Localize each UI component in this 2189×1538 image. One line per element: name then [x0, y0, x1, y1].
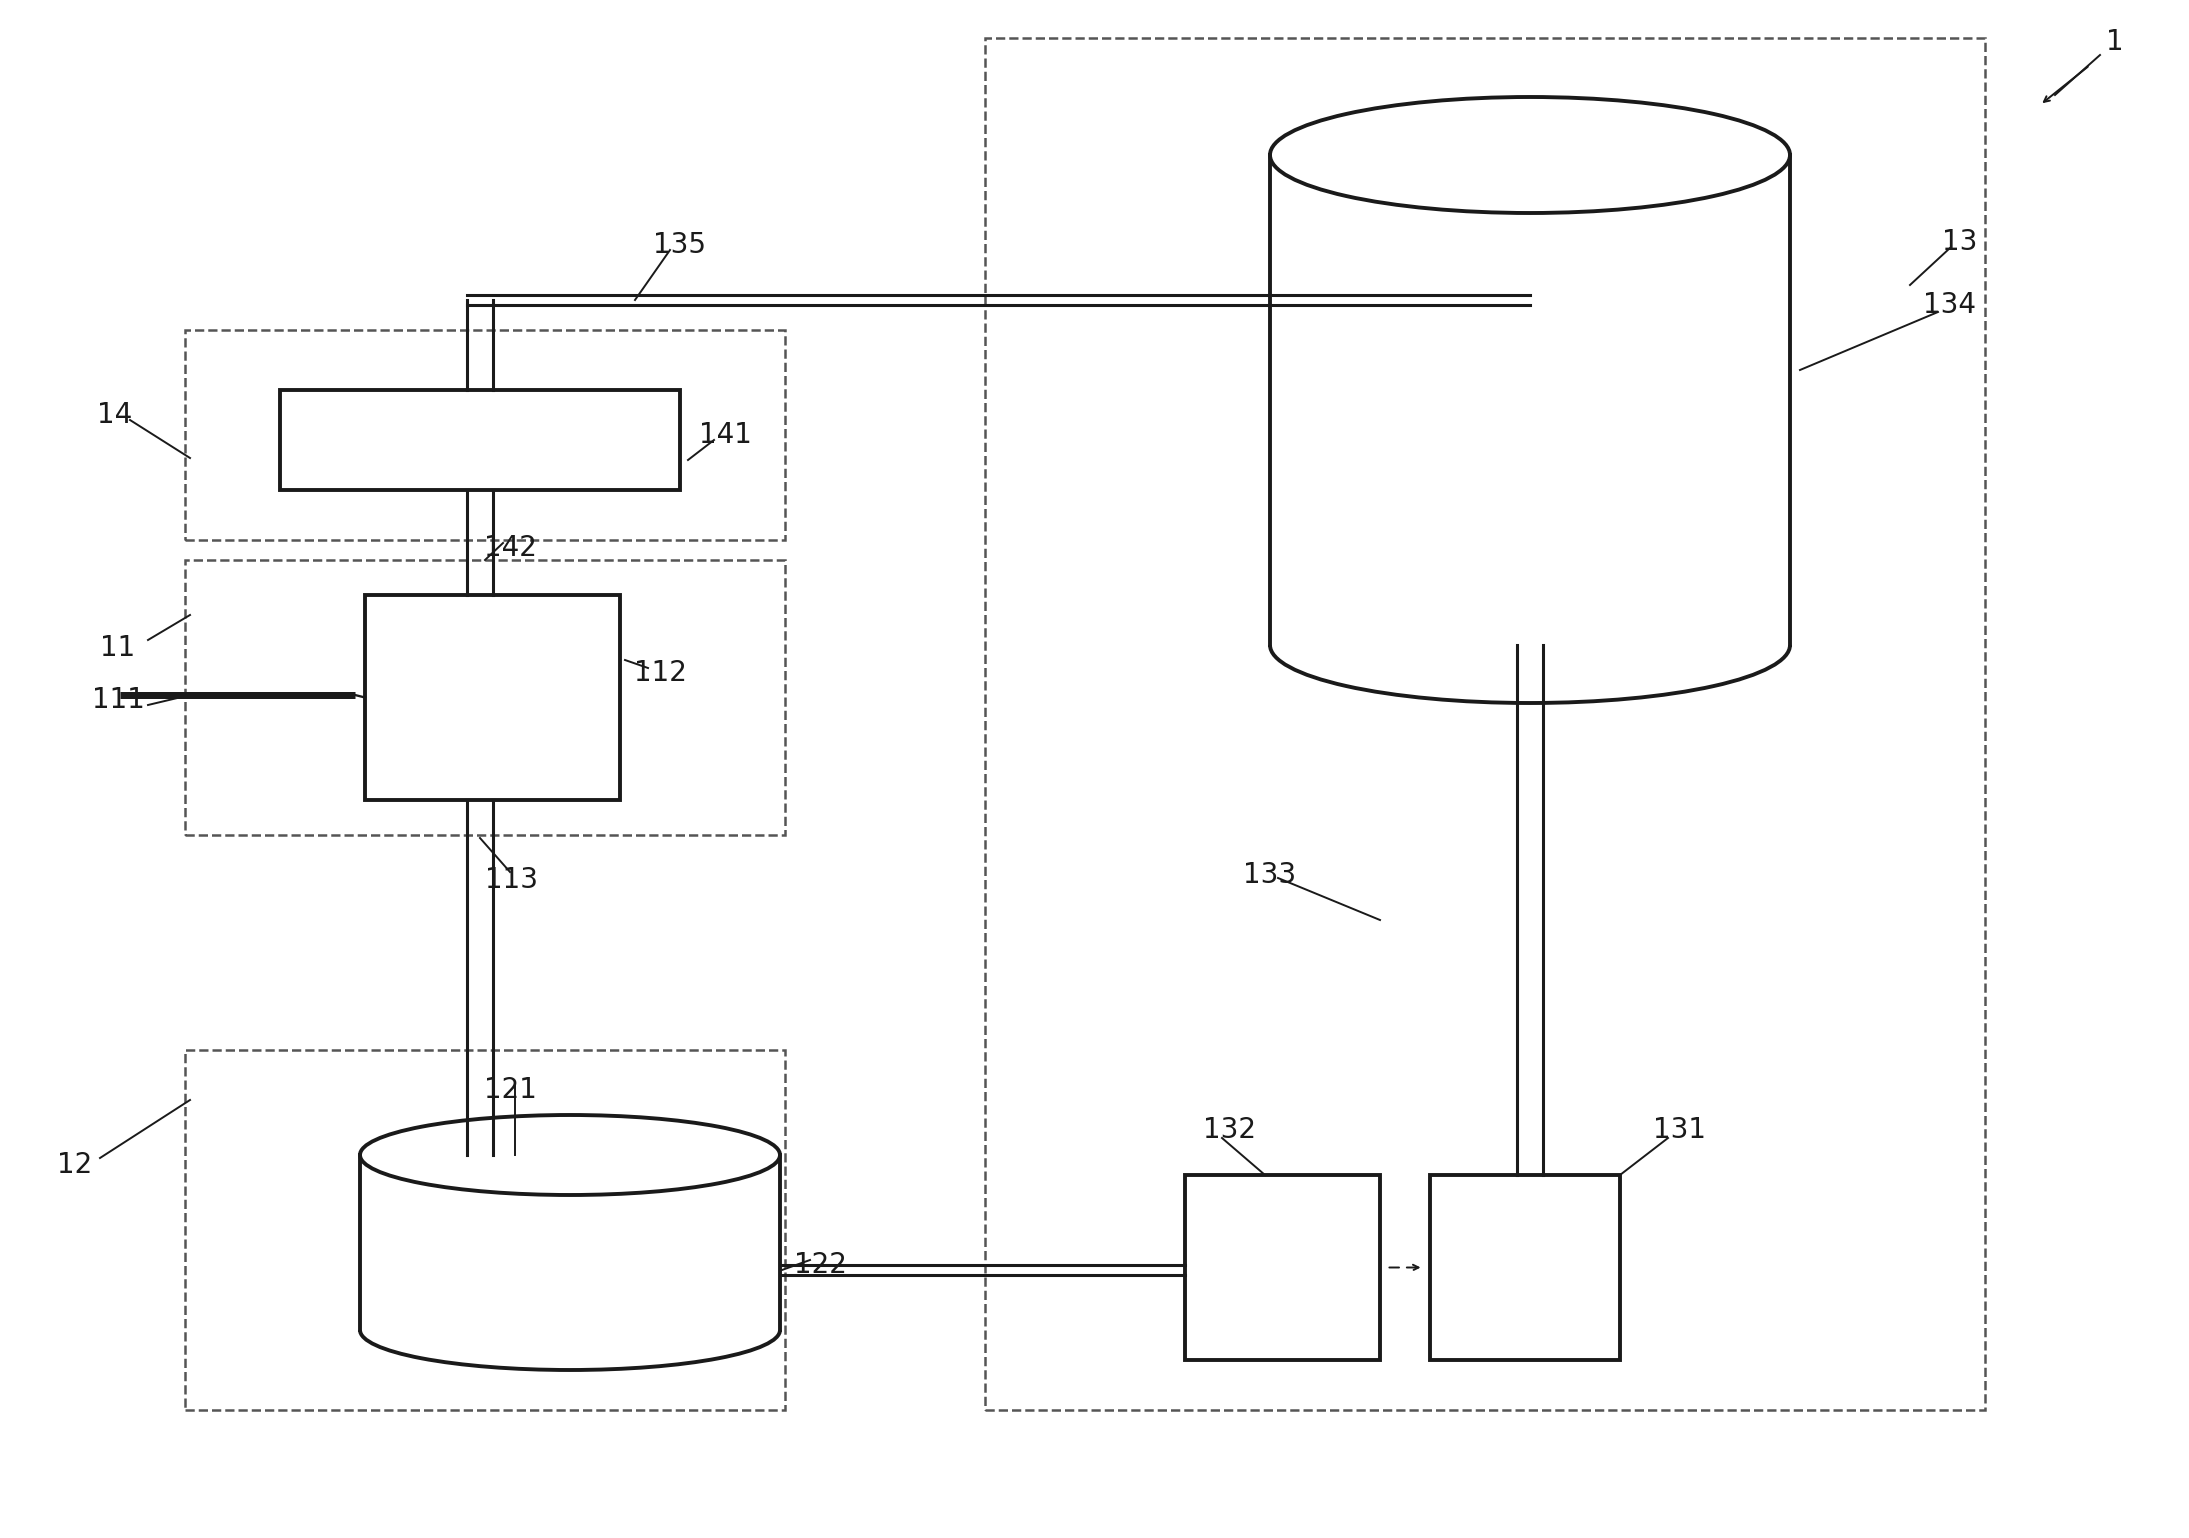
Text: 111: 111 [92, 686, 144, 714]
Text: 134: 134 [1924, 291, 1977, 318]
Text: 121: 121 [484, 1077, 536, 1104]
Bar [985, 38, 1985, 1410]
Bar [1184, 1175, 1379, 1360]
Text: 122: 122 [795, 1250, 847, 1280]
Bar [1429, 1175, 1620, 1360]
Text: 133: 133 [1243, 861, 1296, 889]
Bar [186, 1050, 786, 1410]
Text: 12: 12 [57, 1150, 92, 1180]
Text: 132: 132 [1204, 1117, 1256, 1144]
Bar [186, 560, 786, 835]
Text: 141: 141 [698, 421, 751, 449]
Text: 1: 1 [2106, 28, 2123, 55]
Bar [280, 391, 681, 491]
Text: 112: 112 [633, 658, 687, 687]
Text: 13: 13 [1942, 228, 1977, 255]
Text: 113: 113 [486, 866, 538, 894]
Bar [186, 331, 786, 540]
Text: 11: 11 [101, 634, 136, 661]
Text: 135: 135 [655, 231, 707, 258]
Bar [366, 595, 619, 800]
Text: 14: 14 [96, 401, 134, 429]
Text: 142: 142 [484, 534, 536, 561]
Text: 131: 131 [1653, 1117, 1707, 1144]
